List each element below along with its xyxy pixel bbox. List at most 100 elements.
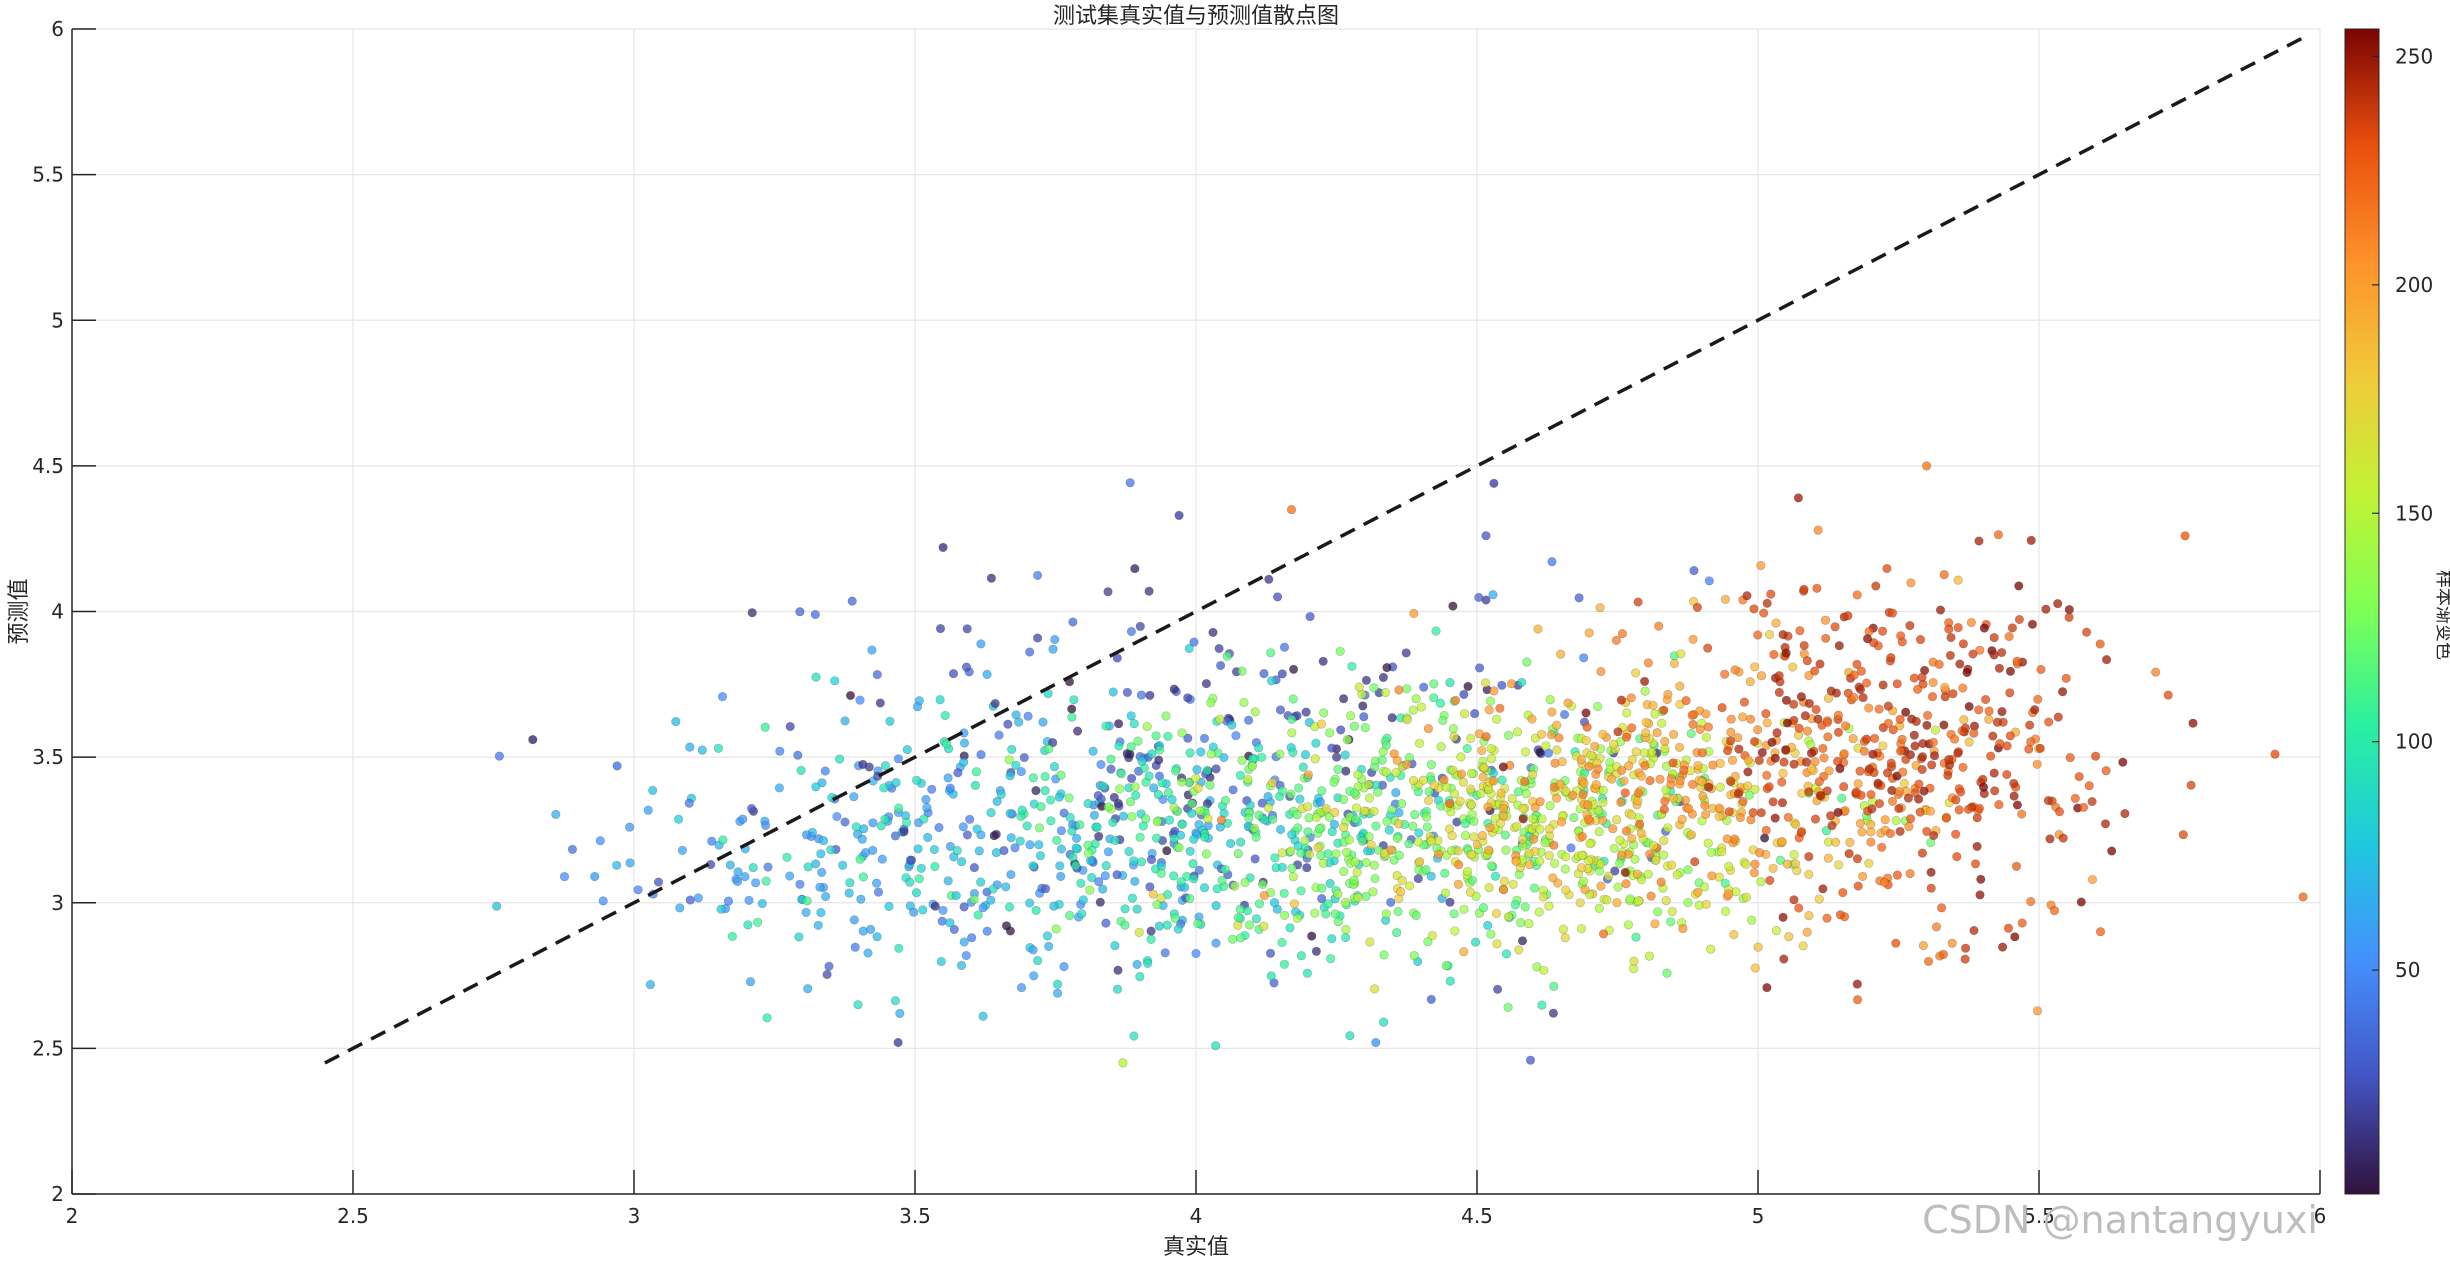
- data-point: [1303, 827, 1313, 837]
- data-point: [845, 690, 856, 701]
- data-point: [1706, 847, 1716, 857]
- data-point: [1130, 876, 1140, 886]
- data-point: [1125, 478, 1135, 488]
- data-point: [1045, 795, 1056, 805]
- data-point: [1650, 919, 1660, 929]
- data-point: [1804, 698, 1814, 709]
- data-point: [1265, 948, 1276, 958]
- data-point: [1779, 757, 1789, 767]
- data-point: [962, 624, 972, 634]
- data-point: [1749, 604, 1759, 614]
- data-point: [1154, 745, 1165, 755]
- data-point: [1415, 857, 1425, 867]
- data-point: [1044, 744, 1054, 754]
- data-point: [844, 888, 854, 898]
- data-point: [1318, 858, 1328, 868]
- data-point: [1522, 657, 1532, 667]
- colorbar-tick-label: 250: [2395, 44, 2433, 68]
- data-point: [1266, 676, 1276, 686]
- data-point: [1878, 741, 1888, 751]
- data-point: [1371, 1037, 1381, 1048]
- data-point: [1833, 860, 1844, 870]
- data-point: [1960, 723, 1970, 733]
- x-tick-label: 2.5: [337, 1204, 369, 1228]
- data-point: [1025, 647, 1035, 657]
- data-point: [1556, 649, 1566, 659]
- data-point: [763, 862, 773, 872]
- data-point: [1103, 802, 1113, 812]
- data-point: [1909, 673, 1919, 683]
- data-point: [1659, 835, 1669, 846]
- data-point: [986, 807, 996, 818]
- data-point: [893, 754, 904, 764]
- data-point: [1495, 703, 1505, 713]
- data-point: [1279, 888, 1289, 898]
- data-point: [1911, 716, 1921, 727]
- data-point: [1448, 723, 1458, 734]
- data-point: [2003, 923, 2014, 933]
- data-point: [1864, 858, 1874, 868]
- data-point: [1871, 581, 1881, 591]
- data-point: [1641, 717, 1651, 727]
- data-point: [1364, 832, 1374, 842]
- data-point: [816, 849, 826, 859]
- data-point: [1094, 876, 1104, 887]
- data-point: [1288, 747, 1298, 758]
- data-point: [1157, 778, 1167, 788]
- data-point: [890, 996, 901, 1006]
- data-point: [750, 878, 761, 888]
- data-point: [1163, 787, 1174, 798]
- data-point: [1391, 787, 1401, 798]
- data-point: [1989, 650, 1999, 660]
- data-point: [1799, 640, 1809, 651]
- data-point: [1259, 921, 1269, 931]
- data-point: [1176, 877, 1186, 887]
- data-point: [1413, 873, 1423, 884]
- data-point: [940, 710, 950, 721]
- data-point: [1943, 770, 1953, 781]
- data-point: [958, 822, 968, 832]
- data-point: [1984, 706, 1994, 716]
- data-point: [1898, 767, 1908, 777]
- data-point: [1015, 836, 1025, 846]
- data-point: [1068, 617, 1078, 627]
- data-point: [1534, 907, 1544, 917]
- data-point: [1631, 747, 1641, 757]
- data-point: [1545, 694, 1555, 705]
- data-point: [1551, 793, 1562, 803]
- data-point: [918, 905, 928, 915]
- data-point: [1804, 670, 1814, 681]
- data-point: [1206, 749, 1216, 759]
- data-point: [1177, 728, 1187, 738]
- data-point: [1899, 778, 1909, 789]
- data-point: [978, 1011, 988, 1021]
- data-point: [1556, 817, 1567, 827]
- data-point: [1108, 687, 1118, 697]
- data-point: [1208, 627, 1218, 638]
- data-point: [1964, 701, 1974, 712]
- data-point: [1783, 812, 1793, 822]
- data-point: [1212, 884, 1222, 894]
- data-point: [1055, 861, 1065, 871]
- data-point: [810, 859, 821, 869]
- data-point: [959, 738, 970, 748]
- data-point: [1387, 713, 1397, 723]
- data-point: [1485, 696, 1496, 706]
- data-point: [1634, 819, 1645, 829]
- data-point: [1660, 736, 1670, 747]
- data-point: [1492, 984, 1503, 994]
- data-point: [1852, 590, 1862, 600]
- data-point: [707, 836, 717, 846]
- y-tick-label: 2: [51, 1182, 64, 1206]
- data-point: [1016, 982, 1027, 993]
- data-point: [1466, 799, 1477, 810]
- data-point: [1820, 615, 1831, 625]
- data-point: [743, 920, 753, 930]
- data-point: [1861, 734, 1872, 744]
- data-point: [1722, 834, 1732, 844]
- data-point: [865, 924, 876, 935]
- data-point: [1762, 982, 1772, 993]
- data-point: [1034, 840, 1044, 850]
- data-point: [1409, 950, 1419, 961]
- data-point: [1592, 701, 1603, 712]
